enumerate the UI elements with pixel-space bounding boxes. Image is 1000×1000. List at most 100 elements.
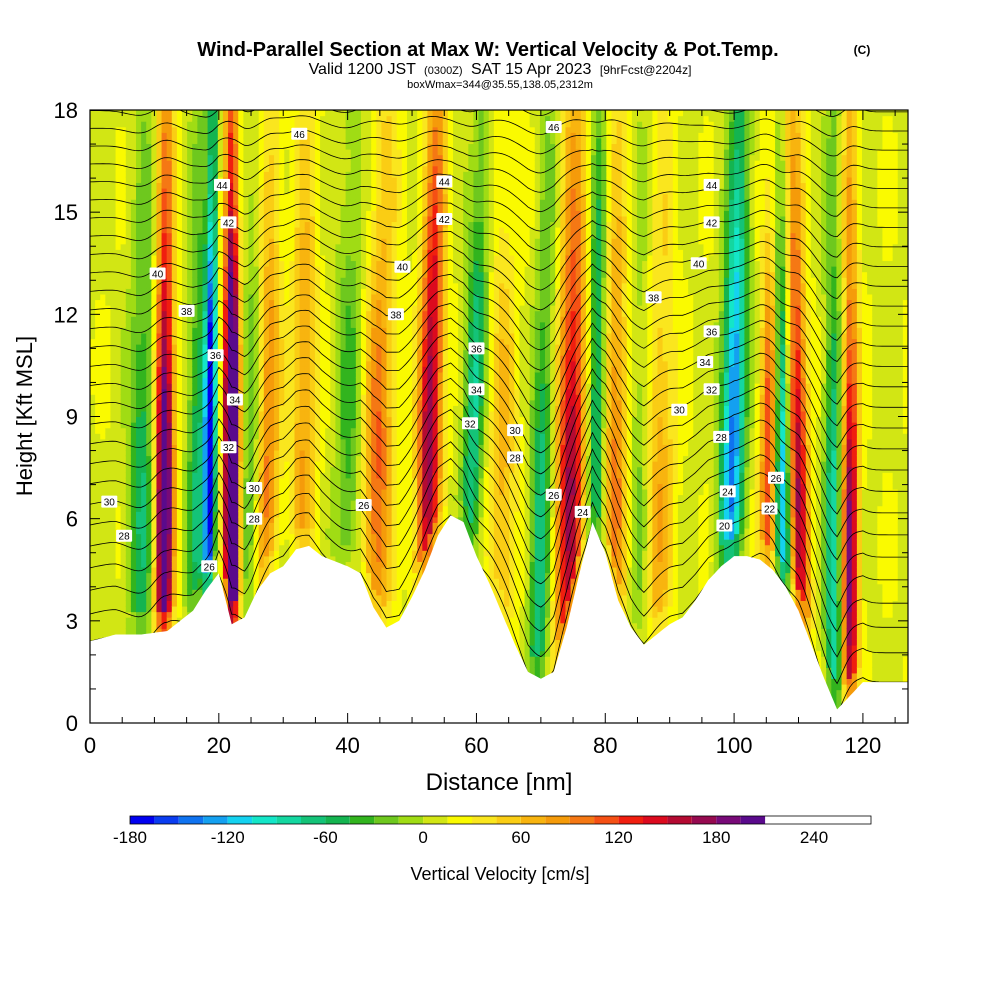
velocity-cell <box>289 544 296 551</box>
velocity-cell <box>166 232 173 239</box>
velocity-cell <box>182 505 188 512</box>
velocity-cell <box>130 605 137 613</box>
velocity-cell <box>176 344 183 351</box>
velocity-cell <box>120 539 127 546</box>
velocity-cell <box>146 349 152 356</box>
velocity-cell <box>161 249 168 256</box>
velocity-cell <box>279 360 285 367</box>
velocity-cell <box>238 338 244 345</box>
velocity-cell <box>289 371 296 379</box>
velocity-cell <box>309 199 316 206</box>
velocity-cell <box>110 583 117 590</box>
velocity-cell <box>212 227 219 234</box>
velocity-cell <box>289 539 296 546</box>
velocity-cell <box>100 527 106 535</box>
velocity-cell <box>90 355 96 362</box>
velocity-cell <box>125 399 132 406</box>
velocity-cell <box>222 310 229 317</box>
velocity-cell <box>171 461 178 468</box>
velocity-cell <box>222 132 229 139</box>
velocity-cell <box>105 126 112 133</box>
velocity-cell <box>309 366 316 373</box>
velocity-cell <box>141 622 147 629</box>
velocity-cell <box>141 438 147 445</box>
velocity-cell <box>110 405 117 412</box>
velocity-cell <box>136 572 142 579</box>
velocity-cell <box>171 254 178 262</box>
velocity-cell <box>115 355 122 362</box>
velocity-cell <box>202 160 209 167</box>
velocity-cell <box>120 399 127 406</box>
velocity-cell <box>222 566 229 574</box>
velocity-cell <box>233 371 239 379</box>
velocity-cell <box>197 188 204 195</box>
velocity-cell <box>207 388 214 395</box>
velocity-cell <box>212 344 219 351</box>
velocity-cell <box>304 271 311 278</box>
velocity-cell <box>100 461 106 468</box>
velocity-cell <box>212 550 219 557</box>
velocity-cell <box>125 149 132 156</box>
velocity-cell <box>141 388 147 395</box>
velocity-cell <box>156 182 163 189</box>
velocity-cell <box>294 288 301 295</box>
velocity-cell <box>166 383 173 390</box>
velocity-cell <box>130 288 137 295</box>
velocity-cell <box>263 572 270 579</box>
velocity-cell <box>304 455 311 462</box>
velocity-cell <box>238 115 244 122</box>
velocity-cell <box>228 260 234 267</box>
velocity-cell <box>263 366 270 373</box>
velocity-cell <box>105 349 112 356</box>
velocity-cell <box>120 227 127 234</box>
velocity-cell <box>136 561 142 568</box>
velocity-cell <box>141 143 147 150</box>
velocity-cell <box>161 383 168 390</box>
velocity-cell <box>294 110 301 117</box>
velocity-cell <box>309 344 316 351</box>
velocity-cell <box>182 516 188 523</box>
velocity-cell <box>192 271 198 278</box>
velocity-cell <box>314 165 321 172</box>
velocity-cell <box>212 266 219 273</box>
velocity-cell <box>100 254 106 262</box>
velocity-cell <box>100 360 106 367</box>
velocity-cell <box>192 572 198 579</box>
velocity-cell <box>192 321 198 328</box>
velocity-cell <box>130 260 137 267</box>
velocity-cell <box>90 466 96 473</box>
velocity-cell <box>110 110 117 117</box>
velocity-cell <box>197 193 204 200</box>
velocity-cell <box>238 449 244 457</box>
velocity-cell <box>309 277 316 284</box>
velocity-cell <box>166 494 173 501</box>
velocity-cell <box>294 544 301 551</box>
velocity-cell <box>130 594 137 601</box>
velocity-cell <box>171 516 178 523</box>
velocity-cell <box>253 176 260 184</box>
velocity-cell <box>156 622 163 629</box>
velocity-cell <box>207 132 214 139</box>
velocity-cell <box>299 433 306 440</box>
velocity-cell <box>100 221 106 228</box>
velocity-cell <box>120 561 127 568</box>
velocity-cell <box>238 305 244 312</box>
velocity-cell <box>115 154 122 161</box>
velocity-cell <box>279 137 285 145</box>
velocity-cell <box>248 182 255 189</box>
velocity-cell <box>207 344 214 351</box>
velocity-cell <box>238 238 244 245</box>
velocity-cell <box>110 254 117 262</box>
velocity-cell <box>166 500 173 507</box>
velocity-cell <box>233 149 239 156</box>
velocity-cell <box>284 377 290 384</box>
velocity-cell <box>100 132 106 139</box>
velocity-cell <box>136 110 142 117</box>
velocity-cell <box>197 110 204 117</box>
velocity-cell <box>202 461 209 468</box>
velocity-cell <box>192 410 198 418</box>
velocity-cell <box>146 154 152 161</box>
velocity-cell <box>130 243 137 250</box>
velocity-cell <box>253 377 260 384</box>
velocity-cell <box>263 143 270 150</box>
